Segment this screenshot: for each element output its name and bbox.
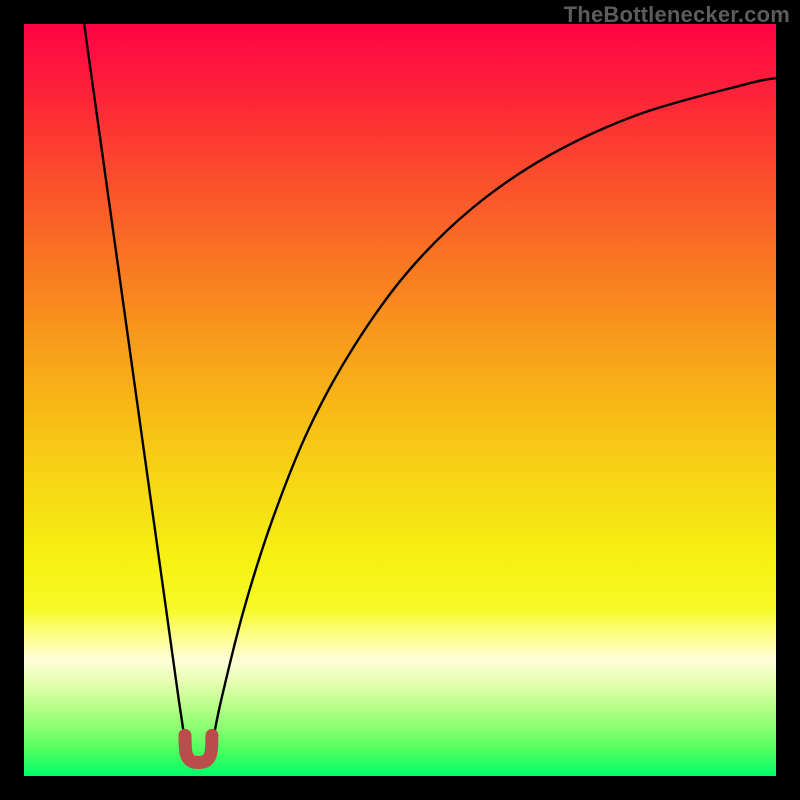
bottleneck-plot-svg [24,24,776,776]
source-watermark: TheBottlenecker.com [564,2,790,28]
chart-frame [24,24,776,776]
